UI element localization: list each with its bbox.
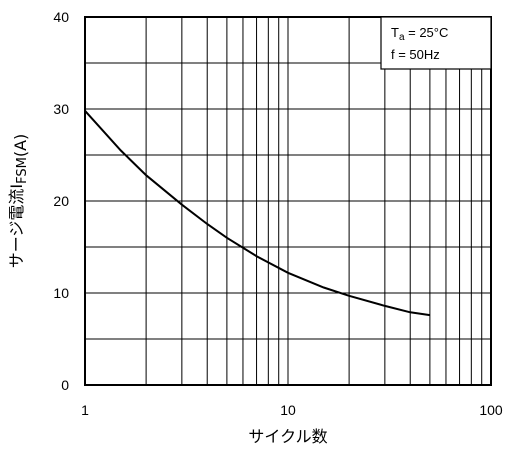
grid-lines bbox=[85, 17, 491, 385]
x-tick-label: 10 bbox=[280, 402, 296, 418]
y-tick-label: 10 bbox=[53, 285, 69, 301]
series-line bbox=[84, 110, 431, 317]
plot-frame bbox=[84, 16, 492, 386]
y-tick-label: 30 bbox=[53, 101, 69, 117]
y-axis-label-subscript: FSM bbox=[15, 157, 30, 184]
legend-frame bbox=[380, 16, 492, 70]
legend-temp-symbol: T bbox=[391, 25, 399, 40]
x-tick-label: 100 bbox=[479, 402, 503, 418]
x-axis-label: サイクル数 bbox=[248, 427, 327, 446]
y-tick-labels: 0 10 20 30 40 bbox=[53, 9, 69, 393]
y-tick-label: 40 bbox=[53, 9, 69, 25]
y-tick-label: 20 bbox=[53, 193, 69, 209]
x-tick-labels: 1 10 100 bbox=[81, 402, 503, 418]
y-tick-label: 0 bbox=[61, 377, 69, 393]
legend-temperature: Ta = 25°C bbox=[391, 25, 448, 43]
x-tick-label: 1 bbox=[81, 402, 89, 418]
y-axis-label-prefix: サージ電流 bbox=[7, 189, 26, 269]
legend-temp-subscript: a bbox=[399, 32, 405, 43]
y-axis-label-unit: (A) bbox=[11, 134, 30, 157]
legend-temp-value: = 25°C bbox=[405, 25, 449, 40]
y-axis-label-symbol: I bbox=[7, 184, 26, 189]
legend-box: Ta = 25°C f = 50Hz bbox=[380, 16, 492, 70]
legend-frequency: f = 50Hz bbox=[391, 47, 440, 62]
y-axis-label: サージ電流IFSM(A) bbox=[7, 134, 30, 269]
